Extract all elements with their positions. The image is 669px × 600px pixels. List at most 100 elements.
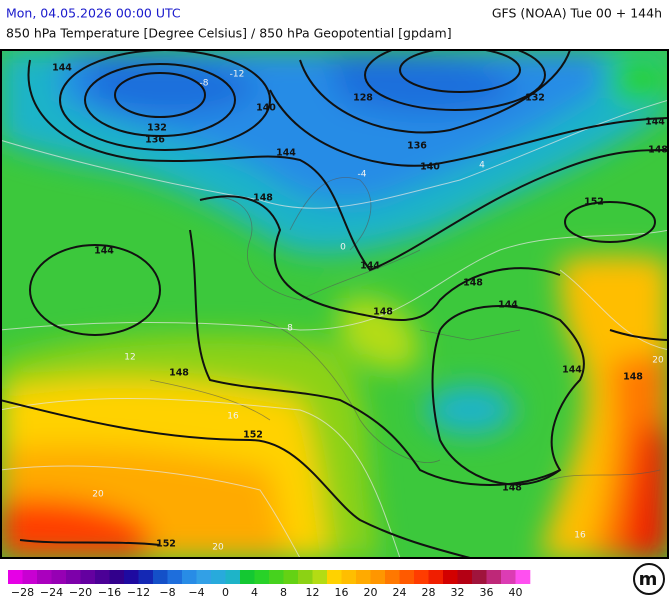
contour-label: 132 — [525, 93, 545, 104]
colorbar-swatch — [341, 570, 357, 584]
colorbar-swatch — [472, 570, 487, 584]
contour-label: 136 — [407, 141, 427, 152]
colorbar-label: 12 — [306, 586, 320, 599]
colorbar-swatch — [240, 570, 255, 584]
colorbar-label: 32 — [451, 586, 465, 599]
colorbar-swatch — [269, 570, 284, 584]
colorbar-swatch — [501, 570, 516, 584]
logo-ring — [633, 563, 665, 595]
colorbar-swatch — [66, 570, 81, 584]
colorbar-swatch — [37, 570, 52, 584]
isohypses — [1, 50, 668, 558]
colorbar-label: 40 — [509, 586, 523, 599]
colorbar-swatch — [109, 570, 125, 584]
colorbar-label: −16 — [98, 586, 121, 599]
colorbar-swatch — [298, 570, 313, 584]
contour-label: 152 — [584, 197, 604, 208]
colorbar-swatch — [443, 570, 458, 584]
colorbar-swatch — [153, 570, 168, 584]
temperature-field — [1, 50, 668, 558]
isotherm-label: 12 — [124, 353, 135, 363]
contour-label: 136 — [145, 135, 165, 146]
colorbar-swatch — [22, 570, 38, 584]
isotherm-label: 4 — [479, 161, 485, 171]
colorbar-swatch — [8, 570, 23, 584]
contour-label: 144 — [94, 246, 114, 257]
colorbar-swatch — [399, 570, 415, 584]
contour-label: 148 — [502, 483, 522, 494]
coastlines — [149, 177, 661, 481]
colorbar-swatch — [138, 570, 154, 584]
isotherm-label: 20 — [652, 356, 664, 366]
colorbar-label: 28 — [422, 586, 436, 599]
contour-label: 144 — [360, 261, 380, 272]
model-run: GFS (NOAA) Tue 00 + 144h — [492, 6, 662, 21]
colorbar-swatch — [486, 570, 502, 584]
colorbar-swatch — [167, 570, 183, 584]
colorbar: −28 −24 −20 −16 −12 −8 −4 0 4 8 12 16 20 24 28 32 36 40 — [8, 570, 531, 599]
contour-label: 132 — [147, 123, 167, 134]
colorbar-swatch — [457, 570, 473, 584]
colorbar-label: −28 — [11, 586, 34, 599]
datetime: Mon, 04.05.2026 00:00 UTC — [6, 6, 181, 21]
contour-label: 148 — [648, 145, 668, 156]
logo-text: m — [639, 569, 658, 590]
colorbar-swatch — [225, 570, 241, 584]
colorbar-label: −24 — [40, 586, 63, 599]
isotherm-label: 20 — [92, 490, 104, 500]
isotherm-label: 16 — [574, 531, 586, 541]
colorbar-label: −20 — [69, 586, 92, 599]
isotherm-label: -4 — [358, 170, 367, 180]
isotherm-label: -8 — [200, 79, 209, 89]
contour-label: 152 — [156, 539, 176, 550]
colorbar-swatch — [80, 570, 96, 584]
contour-label: 140 — [420, 162, 440, 173]
colorbar-label: 16 — [335, 586, 349, 599]
colorbar-label: −4 — [188, 586, 204, 599]
colorbar-label: 24 — [393, 586, 407, 599]
colorbar-swatch — [356, 570, 371, 584]
colorbar-swatch — [51, 570, 67, 584]
logo: m — [633, 563, 665, 595]
contour-label: 148 — [623, 372, 643, 383]
colorbar-swatch — [95, 570, 110, 584]
contour-label: 152 — [243, 430, 263, 441]
colorbar-swatch — [428, 570, 444, 584]
map-frame — [0, 49, 669, 559]
colorbar-label: 0 — [222, 586, 229, 599]
isotherm-label: -12 — [230, 70, 245, 80]
contour-label: 144 — [276, 148, 296, 159]
contour-label: 144 — [562, 365, 582, 376]
contour-label: 144 — [645, 117, 665, 128]
isotherm-label: 20 — [212, 543, 224, 553]
isotherm-label: 16 — [227, 412, 239, 422]
isotherms — [1, 99, 668, 558]
contour-label: 144 — [498, 300, 518, 311]
isotherm-label: 0 — [340, 243, 346, 253]
colorbar-swatch — [283, 570, 299, 584]
colorbar-swatch — [312, 570, 328, 584]
contour-label: 148 — [463, 278, 483, 289]
colorbar-label: −8 — [159, 586, 175, 599]
colorbar-label: −12 — [127, 586, 150, 599]
contour-label: 148 — [253, 193, 273, 204]
colorbar-label: 4 — [251, 586, 258, 599]
contour-label: 148 — [373, 307, 393, 318]
isotherm-label: 8 — [287, 324, 293, 334]
contour-label: 128 — [353, 93, 373, 104]
colorbar-swatch — [196, 570, 212, 584]
contour-label: 144 — [52, 63, 72, 74]
colorbar-swatch — [370, 570, 386, 584]
colorbar-label: 20 — [364, 586, 378, 599]
colorbar-swatch — [211, 570, 226, 584]
colorbar-swatch — [124, 570, 139, 584]
subtitle: 850 hPa Temperature [Degree Celsius] / 8… — [6, 26, 452, 41]
colorbar-swatch — [327, 570, 342, 584]
contour-label: 148 — [169, 368, 189, 379]
colorbar-swatch — [515, 570, 531, 584]
contour-label: 140 — [256, 103, 276, 114]
